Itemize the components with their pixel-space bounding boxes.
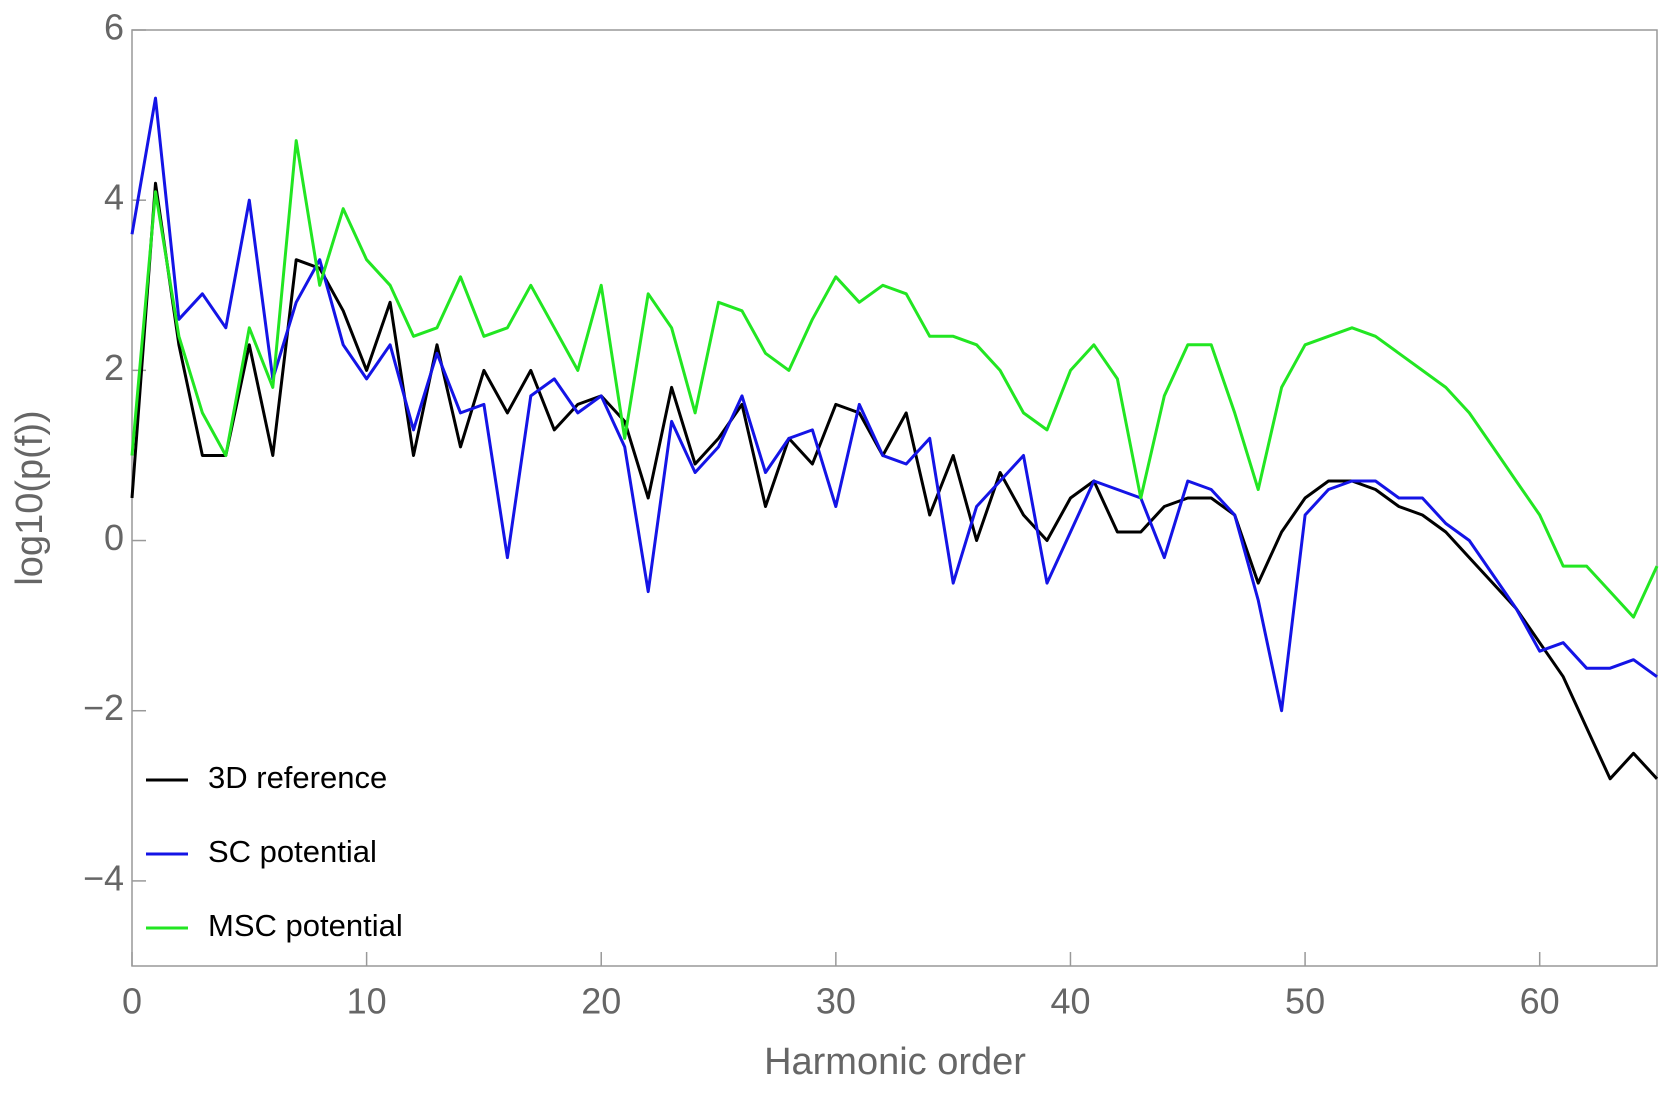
- x-tick-label: 20: [581, 981, 621, 1022]
- x-tick-label: 10: [347, 981, 387, 1022]
- x-tick-label: 40: [1050, 981, 1090, 1022]
- plot-frame: [131, 29, 1658, 967]
- series-line: [130, 139, 1659, 619]
- y-tick-label: −2: [83, 687, 124, 728]
- y-tick-label: −4: [83, 857, 124, 898]
- y-axis-label: log10(p(f)): [9, 410, 51, 585]
- x-tick-label: 0: [122, 981, 142, 1022]
- x-tick-label: 60: [1520, 981, 1560, 1022]
- y-tick-label: 0: [104, 517, 124, 558]
- y-tick-label: 2: [104, 347, 124, 388]
- y-tick-label: 4: [104, 177, 124, 218]
- x-tick-label: 30: [816, 981, 856, 1022]
- series-line: [130, 181, 1659, 781]
- x-tick-label: 50: [1285, 981, 1325, 1022]
- legend-label: 3D reference: [208, 760, 387, 795]
- legend-label: SC potential: [208, 834, 377, 869]
- series-line: [130, 96, 1658, 713]
- x-axis-label: Harmonic order: [764, 1041, 1026, 1083]
- y-tick-label: 6: [104, 7, 124, 48]
- legend-label: MSC potential: [208, 908, 403, 943]
